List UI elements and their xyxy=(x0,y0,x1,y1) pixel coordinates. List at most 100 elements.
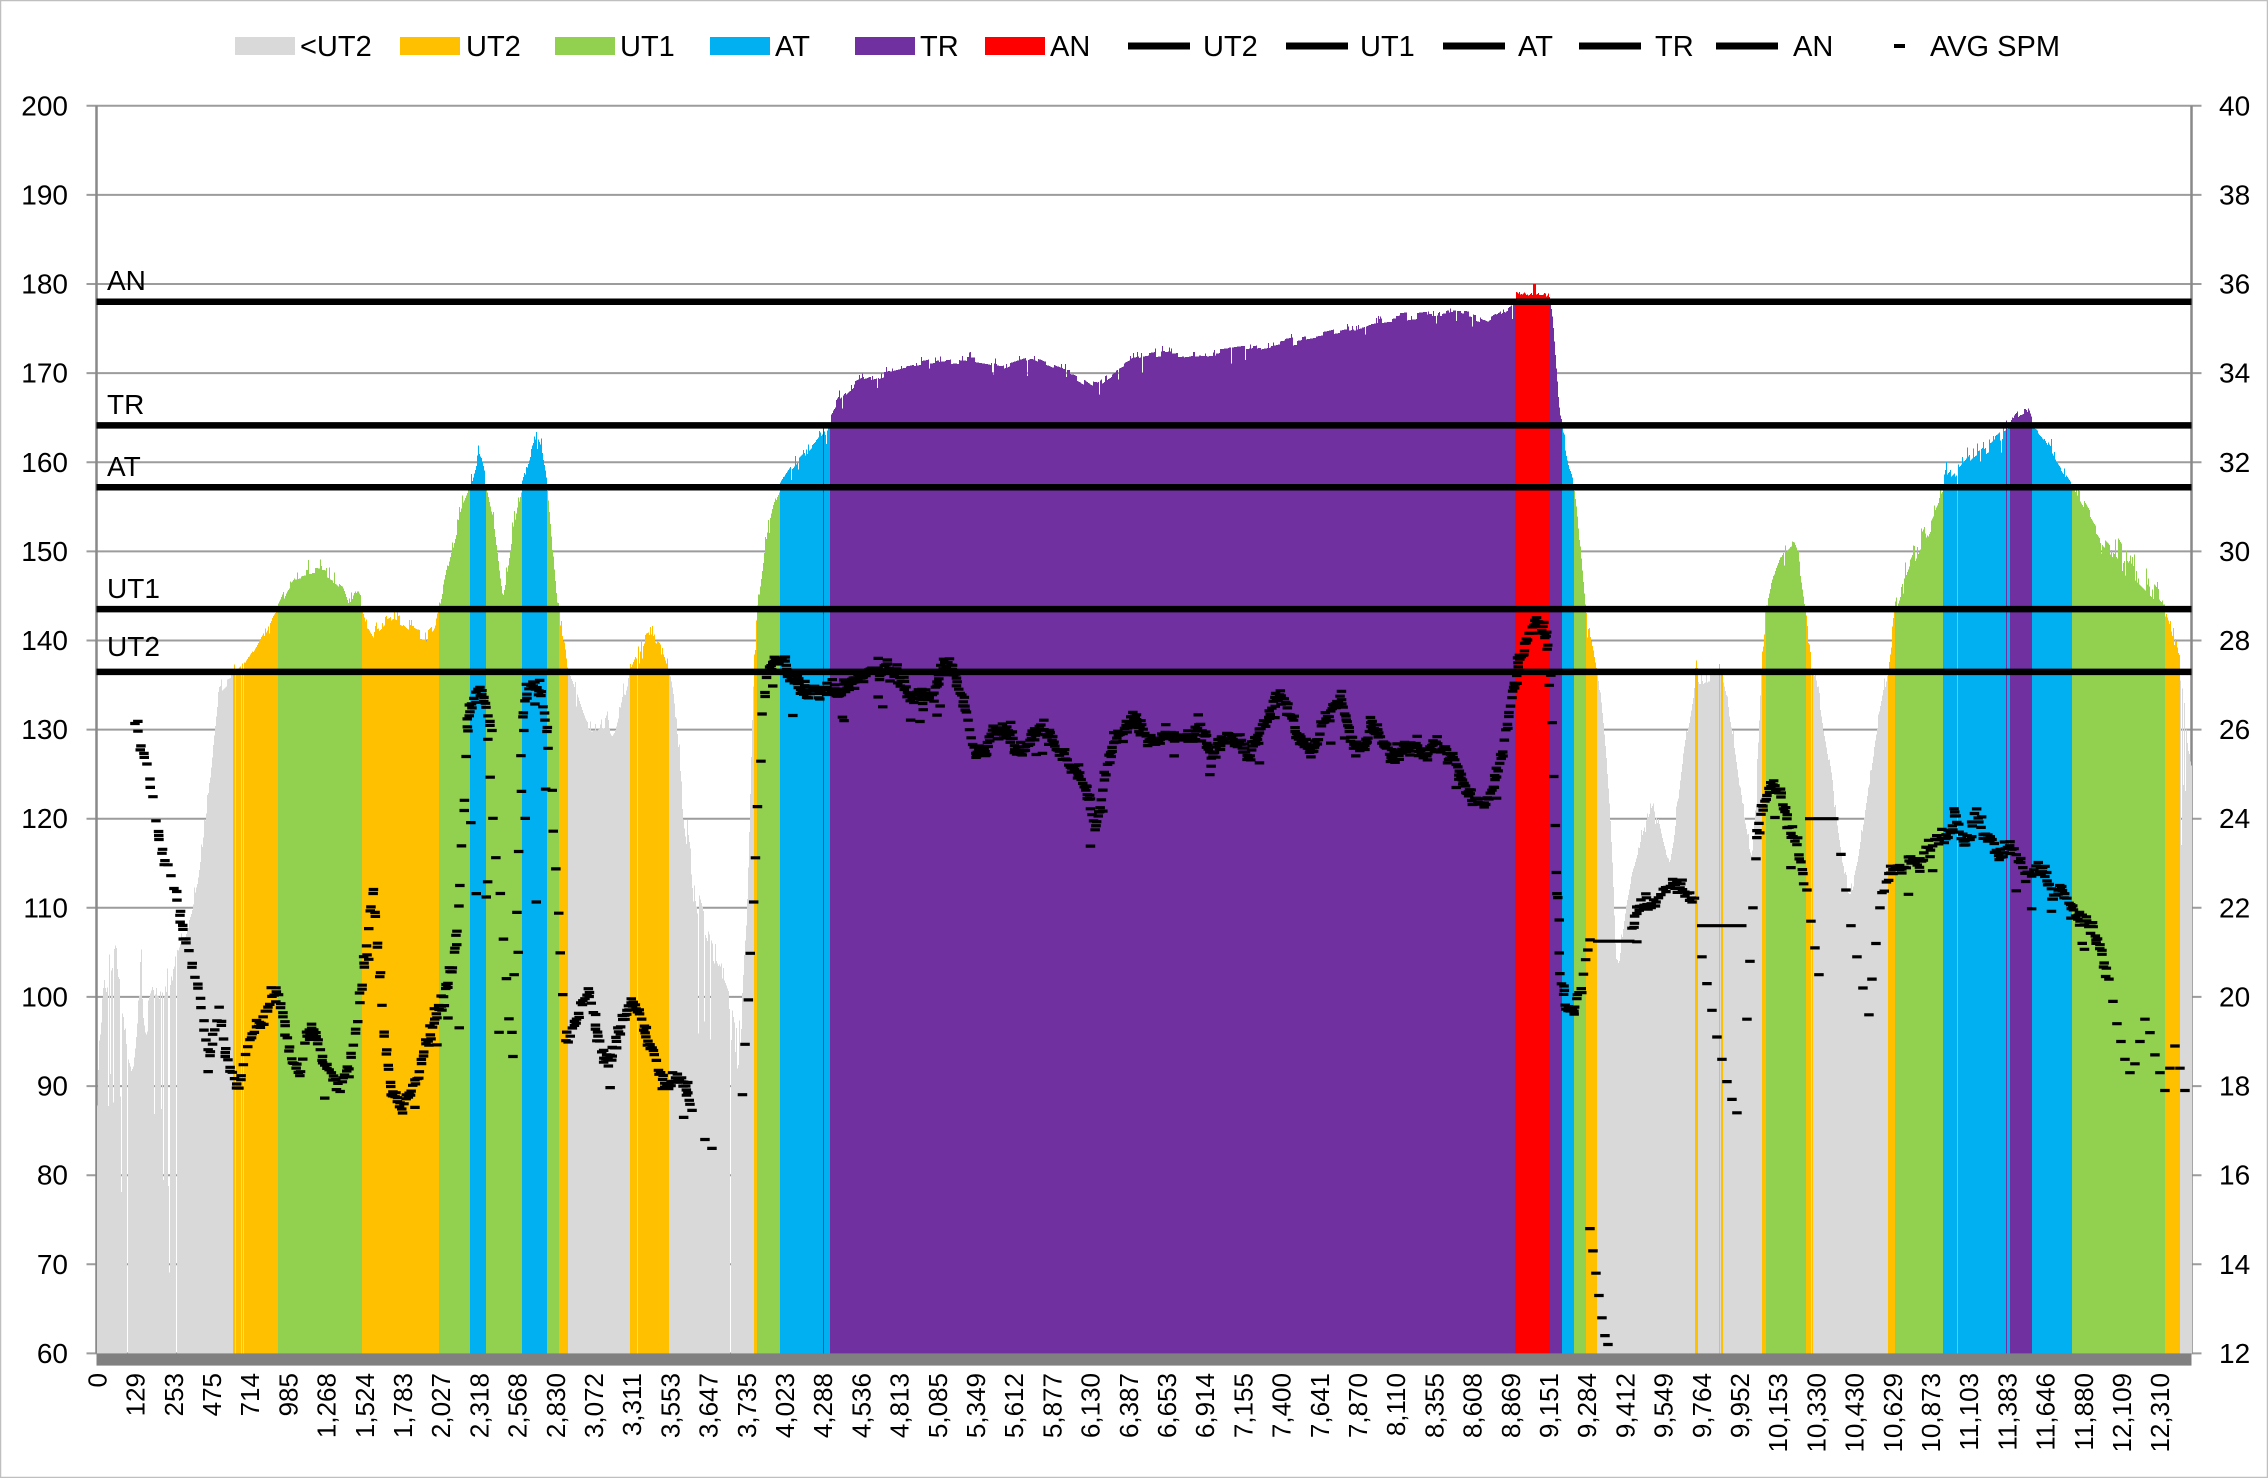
svg-text:14: 14 xyxy=(2219,1249,2250,1280)
svg-text:20: 20 xyxy=(2219,981,2250,1012)
svg-text:AN: AN xyxy=(1050,31,1090,63)
svg-text:2,318: 2,318 xyxy=(464,1373,494,1438)
svg-text:5,877: 5,877 xyxy=(1037,1373,1067,1438)
svg-text:9,284: 9,284 xyxy=(1572,1373,1602,1438)
svg-text:4,813: 4,813 xyxy=(885,1373,915,1438)
svg-text:2,568: 2,568 xyxy=(503,1373,533,1438)
svg-text:11,880: 11,880 xyxy=(2069,1373,2099,1451)
svg-text:2,027: 2,027 xyxy=(426,1373,456,1438)
svg-text:4,536: 4,536 xyxy=(846,1373,876,1438)
svg-text:7,155: 7,155 xyxy=(1228,1373,1258,1438)
svg-text:12,310: 12,310 xyxy=(2145,1373,2175,1453)
svg-text:2,830: 2,830 xyxy=(541,1373,571,1438)
svg-text:150: 150 xyxy=(21,536,68,567)
svg-text:3,647: 3,647 xyxy=(694,1373,724,1438)
svg-text:3,553: 3,553 xyxy=(655,1373,685,1438)
svg-text:9,151: 9,151 xyxy=(1534,1373,1564,1438)
svg-text:UT1: UT1 xyxy=(1360,31,1415,63)
svg-text:5,085: 5,085 xyxy=(923,1373,953,1438)
svg-text:80: 80 xyxy=(37,1160,68,1191)
svg-text:9,952: 9,952 xyxy=(1725,1373,1755,1438)
svg-text:1,524: 1,524 xyxy=(350,1373,380,1438)
svg-text:TR: TR xyxy=(107,389,144,420)
svg-text:32: 32 xyxy=(2219,447,2250,478)
svg-text:<UT2: <UT2 xyxy=(300,31,372,63)
svg-text:AN: AN xyxy=(1793,31,1833,63)
svg-text:129: 129 xyxy=(121,1373,151,1416)
svg-text:11,383: 11,383 xyxy=(1992,1373,2022,1451)
svg-text:AVG SPM: AVG SPM xyxy=(1930,31,2060,63)
svg-text:38: 38 xyxy=(2219,179,2250,210)
svg-text:TR: TR xyxy=(1655,31,1694,63)
svg-text:3,735: 3,735 xyxy=(732,1373,762,1438)
svg-text:UT1: UT1 xyxy=(620,31,675,63)
svg-text:7,400: 7,400 xyxy=(1267,1373,1297,1438)
svg-text:9,764: 9,764 xyxy=(1687,1373,1717,1438)
svg-text:UT2: UT2 xyxy=(1203,31,1258,63)
svg-text:6,914: 6,914 xyxy=(1190,1373,1220,1438)
svg-text:28: 28 xyxy=(2219,625,2250,656)
svg-text:8,869: 8,869 xyxy=(1496,1373,1526,1438)
svg-text:3,072: 3,072 xyxy=(579,1373,609,1438)
svg-text:12: 12 xyxy=(2219,1338,2250,1369)
svg-text:22: 22 xyxy=(2219,892,2250,923)
svg-text:0: 0 xyxy=(82,1373,112,1387)
svg-text:6,130: 6,130 xyxy=(1076,1373,1106,1438)
svg-text:3,311: 3,311 xyxy=(617,1373,647,1436)
svg-text:AT: AT xyxy=(1518,31,1553,63)
svg-text:4,023: 4,023 xyxy=(770,1373,800,1438)
svg-text:100: 100 xyxy=(21,981,68,1012)
svg-text:60: 60 xyxy=(37,1338,68,1369)
svg-text:5,612: 5,612 xyxy=(999,1373,1029,1438)
svg-text:160: 160 xyxy=(21,447,68,478)
svg-text:140: 140 xyxy=(21,625,68,656)
svg-text:10,153: 10,153 xyxy=(1763,1373,1793,1453)
svg-text:110: 110 xyxy=(23,892,68,923)
svg-text:34: 34 xyxy=(2219,358,2250,389)
svg-text:5,349: 5,349 xyxy=(961,1373,991,1438)
svg-text:AN: AN xyxy=(107,265,146,296)
svg-text:11,103: 11,103 xyxy=(1954,1373,1984,1451)
svg-text:4,288: 4,288 xyxy=(808,1373,838,1438)
svg-text:10,430: 10,430 xyxy=(1840,1373,1870,1453)
svg-text:130: 130 xyxy=(21,714,68,745)
svg-text:UT2: UT2 xyxy=(107,631,160,662)
svg-text:120: 120 xyxy=(21,803,68,834)
svg-text:11,646: 11,646 xyxy=(2031,1373,2061,1451)
svg-text:9,412: 9,412 xyxy=(1610,1373,1640,1438)
svg-text:12,109: 12,109 xyxy=(2107,1373,2137,1453)
svg-text:170: 170 xyxy=(21,358,68,389)
svg-text:8,355: 8,355 xyxy=(1419,1373,1449,1438)
svg-text:985: 985 xyxy=(273,1373,303,1416)
svg-text:714: 714 xyxy=(235,1373,265,1416)
svg-text:200: 200 xyxy=(21,90,68,121)
svg-text:475: 475 xyxy=(197,1373,227,1416)
svg-text:90: 90 xyxy=(37,1071,68,1102)
svg-text:10,629: 10,629 xyxy=(1878,1373,1908,1453)
svg-text:UT1: UT1 xyxy=(107,573,160,604)
svg-text:1,268: 1,268 xyxy=(312,1373,342,1438)
svg-text:7,641: 7,641 xyxy=(1305,1373,1335,1438)
svg-text:AT: AT xyxy=(775,31,810,63)
svg-text:7,870: 7,870 xyxy=(1343,1373,1373,1438)
svg-text:10,330: 10,330 xyxy=(1801,1373,1831,1453)
svg-text:190: 190 xyxy=(21,179,68,210)
svg-text:10,873: 10,873 xyxy=(1916,1373,1946,1453)
svg-text:36: 36 xyxy=(2219,269,2250,300)
svg-text:253: 253 xyxy=(159,1373,189,1416)
svg-text:70: 70 xyxy=(37,1249,68,1280)
svg-text:AT: AT xyxy=(107,451,141,482)
svg-text:18: 18 xyxy=(2219,1071,2250,1102)
svg-text:40: 40 xyxy=(2219,90,2250,121)
svg-text:6,387: 6,387 xyxy=(1114,1373,1144,1438)
svg-text:30: 30 xyxy=(2219,536,2250,567)
svg-text:TR: TR xyxy=(920,31,959,63)
svg-text:8,110: 8,110 xyxy=(1381,1373,1411,1436)
svg-text:1,783: 1,783 xyxy=(388,1373,418,1438)
svg-text:6,653: 6,653 xyxy=(1152,1373,1182,1438)
svg-text:24: 24 xyxy=(2219,803,2250,834)
svg-text:8,608: 8,608 xyxy=(1458,1373,1488,1438)
svg-text:UT2: UT2 xyxy=(466,31,521,63)
svg-text:9,549: 9,549 xyxy=(1649,1373,1679,1438)
svg-text:180: 180 xyxy=(21,269,68,300)
